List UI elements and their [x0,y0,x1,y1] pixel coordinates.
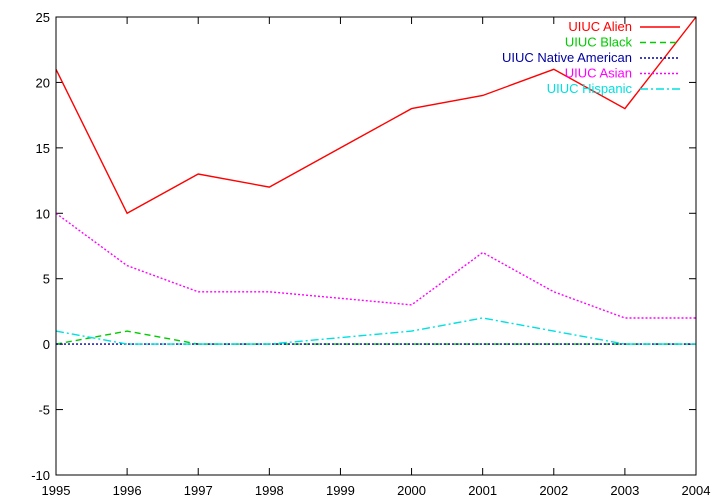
y-tick-label: 5 [43,272,50,287]
legend-label-uiuc-native-american: UIUC Native American [502,50,632,65]
legend-label-uiuc-black: UIUC Black [565,35,633,50]
legend-label-uiuc-alien: UIUC Alien [568,19,632,34]
y-tick-label: -5 [38,403,50,418]
legend-label-uiuc-asian: UIUC Asian [565,66,632,81]
series-line-uiuc-black [55,330,696,345]
series-line-uiuc-asian [55,212,696,319]
x-tick-label: 2003 [610,483,639,498]
x-tick-label: 1999 [326,483,355,498]
x-tick-label: 1996 [113,483,142,498]
series-line-uiuc-alien [55,16,697,215]
x-tick-label: 2002 [539,483,568,498]
x-tick-label: 2004 [682,483,711,498]
series-lines [55,16,697,345]
series-line-uiuc-hispanic [55,317,696,345]
y-tick-label: -10 [31,468,50,483]
x-tick-label: 1998 [255,483,284,498]
x-tick-label: 2000 [397,483,426,498]
y-tick-label: 0 [43,337,50,352]
y-tick-label: 10 [36,206,50,221]
x-tick-label: 1997 [184,483,213,498]
y-tick-label: 15 [36,141,50,156]
y-tick-label: 25 [36,10,50,25]
legend-label-uiuc-hispanic: UIUC Hispanic [547,81,633,96]
x-tick-label: 2001 [468,483,497,498]
plot-frame [55,16,697,476]
y-tick-label: 20 [36,75,50,90]
x-tick-label: 1995 [42,483,71,498]
tick-labels: 1995 1996 1997 1998 1999 2000 2001 2002 2003 2004… [31,10,710,498]
